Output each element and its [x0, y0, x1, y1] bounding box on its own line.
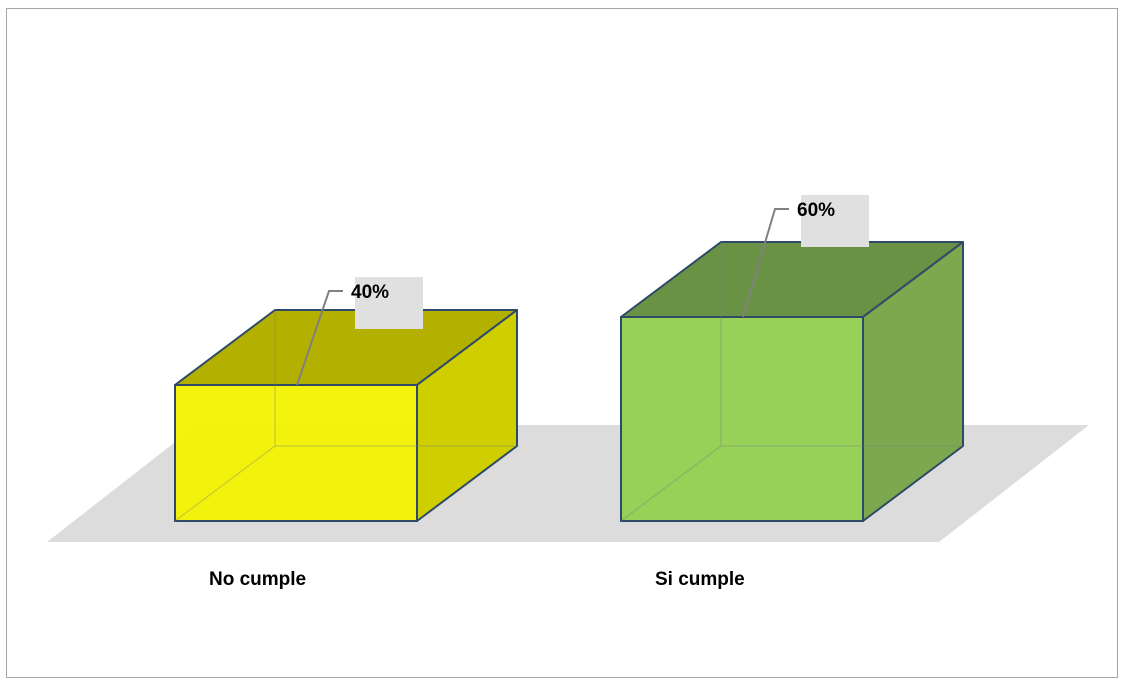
- bar-chart-3d: 40% 60% No cumple Si cumple: [47, 195, 1089, 590]
- category-label-2: Si cumple: [655, 569, 745, 590]
- bar-front-face: [620, 316, 864, 522]
- data-labels: 40% 60%: [296, 195, 869, 386]
- chart-frame: 40% 60% No cumple Si cumple: [6, 8, 1118, 678]
- leader-line: [742, 208, 789, 318]
- bar-hidden-edges: [174, 310, 517, 522]
- data-label-text: 60%: [797, 200, 835, 221]
- data-label-text: 40%: [351, 282, 389, 303]
- bar-2: [620, 241, 964, 522]
- category-labels: No cumple Si cumple: [209, 569, 745, 590]
- data-label-2: 60%: [742, 195, 869, 318]
- data-label-1: 40%: [296, 277, 423, 386]
- bars: [174, 241, 964, 522]
- bar-1: [174, 309, 518, 522]
- bar-front-face: [174, 384, 418, 522]
- data-label-box: [355, 277, 423, 329]
- leader-line: [296, 290, 343, 386]
- bar-hidden-edges: [620, 242, 963, 522]
- category-label-1: No cumple: [209, 569, 306, 590]
- data-label-box: [801, 195, 869, 247]
